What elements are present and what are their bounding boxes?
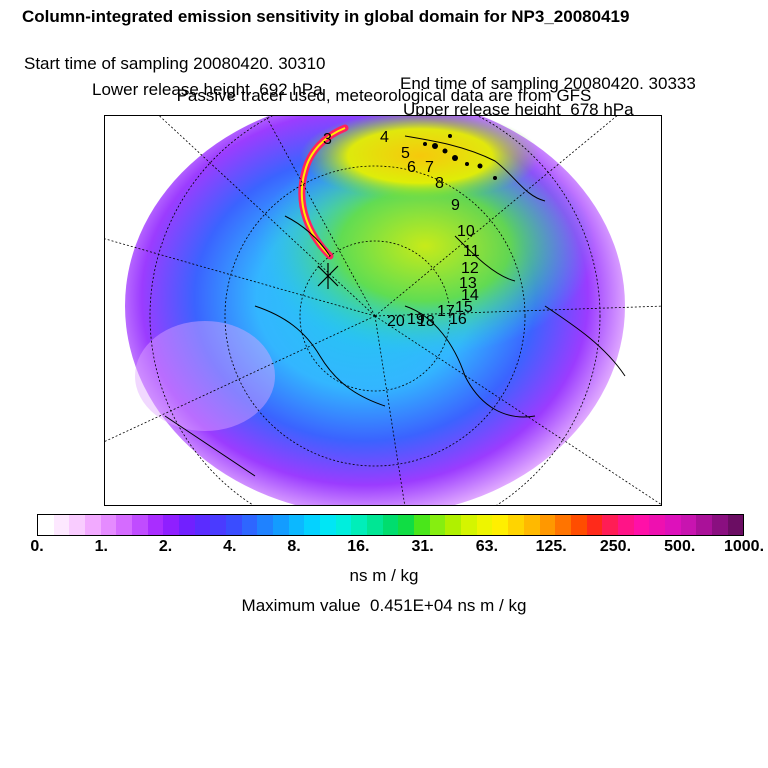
sensitivity-hotspot-yellow (300, 116, 540, 201)
colorbar-cell (351, 515, 368, 535)
track-day-label: 4 (380, 129, 389, 146)
colorbar-cell (429, 515, 446, 535)
colorbar-cell (445, 515, 462, 535)
colorbar-cell (304, 515, 321, 535)
track-day-label: 15 (455, 299, 473, 316)
colorbar-tick-label: 1000. (723, 538, 765, 555)
colorbar-tick-label: 16. (347, 538, 370, 555)
colorbar-cell (696, 515, 712, 535)
release-point-marker (317, 263, 339, 289)
colorbar-tick-label: 250. (599, 538, 632, 555)
colorbar-cell (727, 515, 744, 535)
lower-release-text: Lower release height 692 hPa (92, 80, 323, 99)
colorbar-cell (273, 515, 289, 535)
colorbar-cell (602, 515, 618, 535)
colorbar-cell (555, 515, 571, 535)
colorbar-cell (53, 515, 70, 535)
colorbar-cell (257, 515, 274, 535)
colorbar-cell (476, 515, 493, 535)
colorbar-cell (398, 515, 415, 535)
colorbar-cell (163, 515, 180, 535)
colorbar-cell (335, 515, 352, 535)
colorbar-cell (320, 515, 336, 535)
colorbar-tick-label: 500. (664, 538, 696, 555)
colorbar-cell (116, 515, 133, 535)
track-day-label: 5 (401, 145, 410, 162)
maximum-value-text: Maximum value 0.451E+04 ns m / kg (241, 596, 527, 615)
colorbar-tick-label: 63. (475, 538, 499, 555)
track-day-label: 9 (451, 197, 460, 214)
colorbar-cell (132, 515, 148, 535)
colorbar-cell (586, 515, 603, 535)
colorbar-tick-label: 4. (223, 538, 237, 555)
colorbar-cell (664, 515, 681, 535)
graticule (105, 116, 661, 505)
colorbar-tick-label: 8. (287, 538, 301, 555)
track-day-label: 7 (425, 159, 434, 176)
coastlines (164, 135, 626, 477)
colorbar-cell (382, 515, 399, 535)
colorbar-cell (226, 515, 242, 535)
track-day-label: 14 (461, 287, 479, 304)
colorbar-cell (492, 515, 509, 535)
colorbar-cell (367, 515, 383, 535)
start-time-text: Start time of sampling 20080420. 30310 (24, 54, 326, 73)
track-day-label: 3 (323, 131, 332, 148)
track-day-label: 20 (387, 313, 405, 330)
colorbar-cell (633, 515, 650, 535)
upper-release-text: Upper release height 678 hPa (403, 100, 634, 119)
colorbar-cell (508, 515, 524, 535)
release-heights: Lower release height 692 hPa Upper relea… (0, 60, 768, 120)
tracer-note: Passive tracer used, meteorological data… (176, 86, 592, 105)
track-day-label: 6 (407, 159, 416, 176)
colorbar-cell (194, 515, 211, 535)
colorbar-cell (69, 515, 86, 535)
colorbar-tick-label: 1. (94, 538, 108, 555)
end-time-text: End time of sampling 20080420. 30333 (400, 74, 696, 93)
track-day-label: 17 (437, 303, 455, 320)
colorbar-cell (617, 515, 634, 535)
sampling-times: Start time of sampling 20080420. 30310 E… (0, 34, 768, 94)
plot-title: Column-integrated emission sensitivity i… (22, 7, 630, 26)
sensitivity-hotspot-green (255, 136, 595, 356)
colorbar (37, 514, 744, 536)
colorbar-cell (38, 515, 54, 535)
colorbar-cell (570, 515, 587, 535)
colorbar-cell (711, 515, 728, 535)
colorbar-cell (100, 515, 117, 535)
colorbar-tick-label: 0. (30, 538, 44, 555)
track-day-label: 16 (449, 311, 467, 328)
colorbar-cell (680, 515, 697, 535)
colorbar-cell (414, 515, 430, 535)
sensitivity-lobe-west (135, 321, 275, 431)
colorbar-cell (210, 515, 227, 535)
colorbar-tick-label: 2. (158, 538, 173, 555)
track-day-label: 18 (417, 313, 435, 330)
track-day-label: 12 (461, 260, 479, 277)
colorbar-cell (241, 515, 258, 535)
colorbar-cell (523, 515, 540, 535)
track-day-label: 8 (435, 175, 444, 192)
colorbar-tick-label: 125. (535, 538, 567, 555)
colorbar-cell (649, 515, 665, 535)
emission-sensitivity-map: 3 4 5 6 7 8 9 10 11 12 13 14 15 16 17 18 19 20 (104, 115, 662, 506)
track-day-label: 19 (407, 311, 425, 328)
track-day-label: 13 (459, 275, 477, 292)
colorbar-cell (539, 515, 556, 535)
colorbar-cell (461, 515, 477, 535)
track-day-label: 10 (457, 223, 475, 240)
colorbar-unit: ns m / kg (349, 566, 419, 585)
colorbar-cell (85, 515, 101, 535)
colorbar-cell (179, 515, 195, 535)
track-day-label: 11 (463, 243, 480, 260)
colorbar-cell (288, 515, 305, 535)
colorbar-tick-label: 31. (411, 538, 434, 555)
high-value-patch (423, 134, 497, 180)
colorbar-cell (147, 515, 164, 535)
